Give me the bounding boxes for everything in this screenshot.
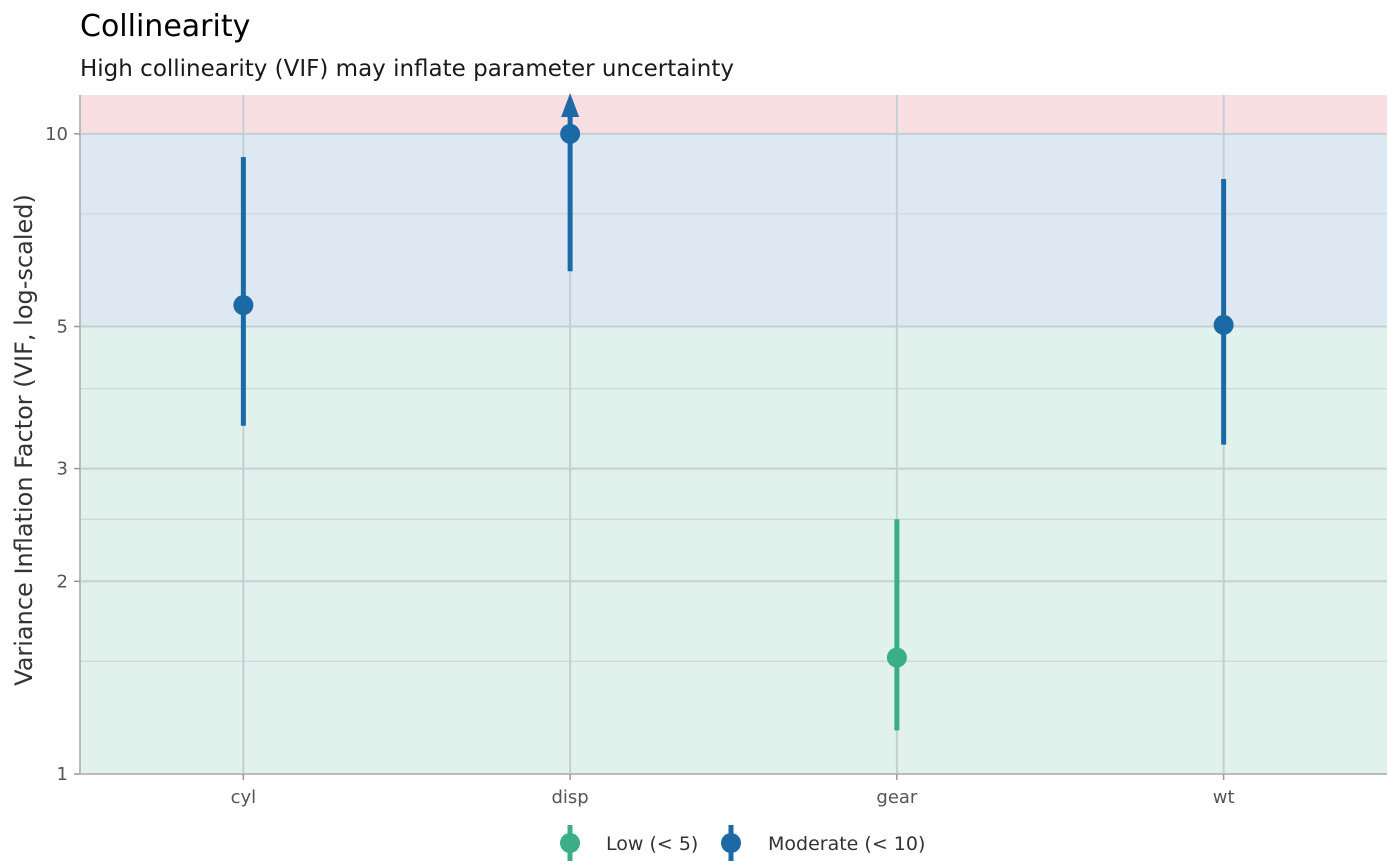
legend-label-0: Low (< 5) xyxy=(606,833,698,855)
axes: 1 2 3 5 10 cyl disp gear wt xyxy=(45,95,1387,808)
x-tick-label-cyl: cyl xyxy=(231,787,257,808)
y-tick-label: 2 xyxy=(57,571,68,592)
chart-subtitle: High collinearity (VIF) may inflate para… xyxy=(80,56,734,82)
band-0 xyxy=(80,326,1387,774)
point-disp xyxy=(560,123,581,144)
chart-title: Collinearity xyxy=(80,9,250,44)
vif-bands xyxy=(80,95,1387,774)
band-1 xyxy=(80,133,1387,327)
legend-key-point-1 xyxy=(721,833,741,853)
y-tick-label: 3 xyxy=(57,459,68,480)
x-tick-label-wt: wt xyxy=(1213,787,1235,808)
point-cyl xyxy=(233,295,254,316)
point-wt xyxy=(1213,314,1234,335)
point-gear xyxy=(886,647,907,668)
legend-label-1: Moderate (< 10) xyxy=(768,833,925,855)
x-tick-label-disp: disp xyxy=(552,787,589,808)
y-tick-label: 10 xyxy=(45,124,68,145)
band-2 xyxy=(80,95,1387,134)
ci-arrow-disp xyxy=(561,93,580,117)
x-tick-label-gear: gear xyxy=(876,787,918,808)
legend-key-point-0 xyxy=(560,833,580,853)
data-marks xyxy=(233,93,1234,731)
y-tick-label: 5 xyxy=(57,317,68,338)
y-axis-label: Variance Inflation Factor (VIF, log-scal… xyxy=(10,194,38,686)
y-tick-label: 1 xyxy=(57,764,68,785)
legend: Low (< 5) Moderate (< 10) xyxy=(560,825,925,861)
